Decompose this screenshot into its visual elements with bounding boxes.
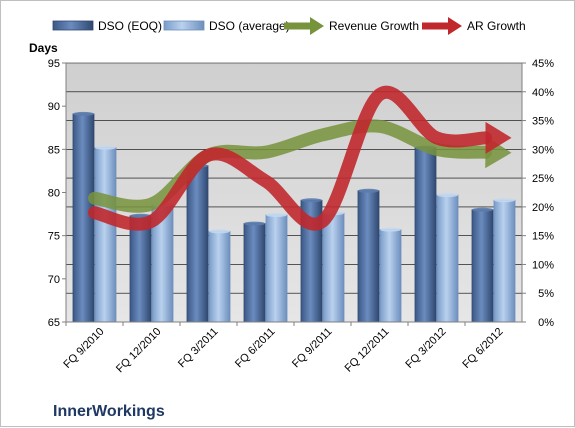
y-right-tick-label: 25% bbox=[532, 173, 554, 185]
x-tick-label: FQ 12/2011 bbox=[343, 326, 392, 375]
y-right-tick-label: 10% bbox=[532, 259, 554, 271]
bar-dso-eoq-cap bbox=[244, 221, 265, 226]
legend-arrowhead-ar-growth bbox=[448, 17, 462, 35]
legend-swatch-dso-avg bbox=[163, 20, 205, 31]
bar-dso-average bbox=[379, 229, 402, 323]
bar-dso-eoq-cap bbox=[301, 198, 322, 203]
bar-dso-average bbox=[208, 230, 231, 323]
y-left-tick-label: 80 bbox=[48, 188, 60, 200]
legend-arrowhead-revenue-growth bbox=[310, 17, 324, 35]
bar-dso-eoq bbox=[471, 209, 494, 323]
bar-dso-eoq-cap bbox=[73, 111, 94, 116]
legend-label-revenue-growth: Revenue Growth bbox=[329, 19, 419, 33]
bar-dso-average bbox=[493, 199, 516, 323]
y-right-tick-label: 45% bbox=[532, 58, 554, 70]
x-tick-label: FQ 9/2011 bbox=[290, 326, 335, 371]
bar-dso-average-cap bbox=[380, 227, 401, 232]
ar-growth-line bbox=[88, 85, 492, 231]
legend-label-dso-eoq: DSO (EOQ) bbox=[98, 19, 162, 33]
y-right-tick-label: 0% bbox=[538, 317, 554, 329]
bar-dso-average-cap bbox=[494, 198, 515, 203]
y-right-tick-label: 40% bbox=[532, 87, 554, 99]
bar-dso-average bbox=[436, 194, 459, 323]
bar-dso-average-cap bbox=[437, 193, 458, 198]
y-right-tick-label: 5% bbox=[538, 288, 554, 300]
y-left-tick-label: 65 bbox=[48, 317, 60, 329]
x-tick-label: FQ 6/2011 bbox=[233, 326, 278, 371]
legend-swatch-dso-eoq bbox=[52, 20, 94, 31]
bar-dso-average bbox=[322, 212, 345, 323]
legend-label-ar-growth: AR Growth bbox=[467, 19, 526, 33]
bar-dso-eoq bbox=[243, 223, 266, 323]
legend: DSO (EOQ) DSO (average) Revenue Growth A… bbox=[52, 17, 526, 35]
bar-dso-average bbox=[94, 147, 117, 323]
y-left-tick-label: 95 bbox=[48, 58, 60, 70]
bar-dso-eoq-cap bbox=[472, 207, 493, 212]
bar-dso-average-cap bbox=[95, 145, 116, 150]
y-left-tick-label: 70 bbox=[48, 274, 60, 286]
bar-dso-eoq bbox=[186, 165, 209, 323]
bar-dso-eoq bbox=[129, 215, 152, 323]
x-tick-label: FQ 12/2010 bbox=[114, 326, 164, 376]
x-tick-label: FQ 6/2012 bbox=[460, 326, 505, 371]
y-left-tick-label: 75 bbox=[48, 231, 60, 243]
bar-dso-average bbox=[265, 214, 288, 323]
y-axis-left-title: Days bbox=[29, 41, 58, 55]
bar-dso-average-cap bbox=[209, 229, 230, 234]
bar-dso-eoq bbox=[357, 190, 380, 323]
legend-label-dso-avg: DSO (average) bbox=[209, 19, 290, 33]
x-tick-label: FQ 3/2011 bbox=[176, 326, 221, 371]
revenue-growth-line bbox=[88, 119, 492, 213]
company-name: InnerWorkings bbox=[53, 403, 165, 420]
ar-growth-line-arrowhead bbox=[485, 121, 512, 154]
y-right-tick-label: 30% bbox=[532, 144, 554, 156]
bar-dso-eoq bbox=[414, 147, 437, 323]
y-right-tick-label: 35% bbox=[532, 116, 554, 128]
y-left-tick-label: 90 bbox=[48, 101, 60, 113]
bar-dso-eoq-cap bbox=[358, 188, 379, 193]
y-right-tick-label: 15% bbox=[532, 231, 554, 243]
x-tick-label: FQ 9/2010 bbox=[61, 326, 106, 371]
growth-lines bbox=[88, 85, 512, 231]
bar-dso-average-cap bbox=[266, 212, 287, 217]
y-left-tick-label: 85 bbox=[48, 144, 60, 156]
y-right-tick-label: 20% bbox=[532, 202, 554, 214]
x-tick-label: FQ 3/2012 bbox=[403, 326, 448, 371]
